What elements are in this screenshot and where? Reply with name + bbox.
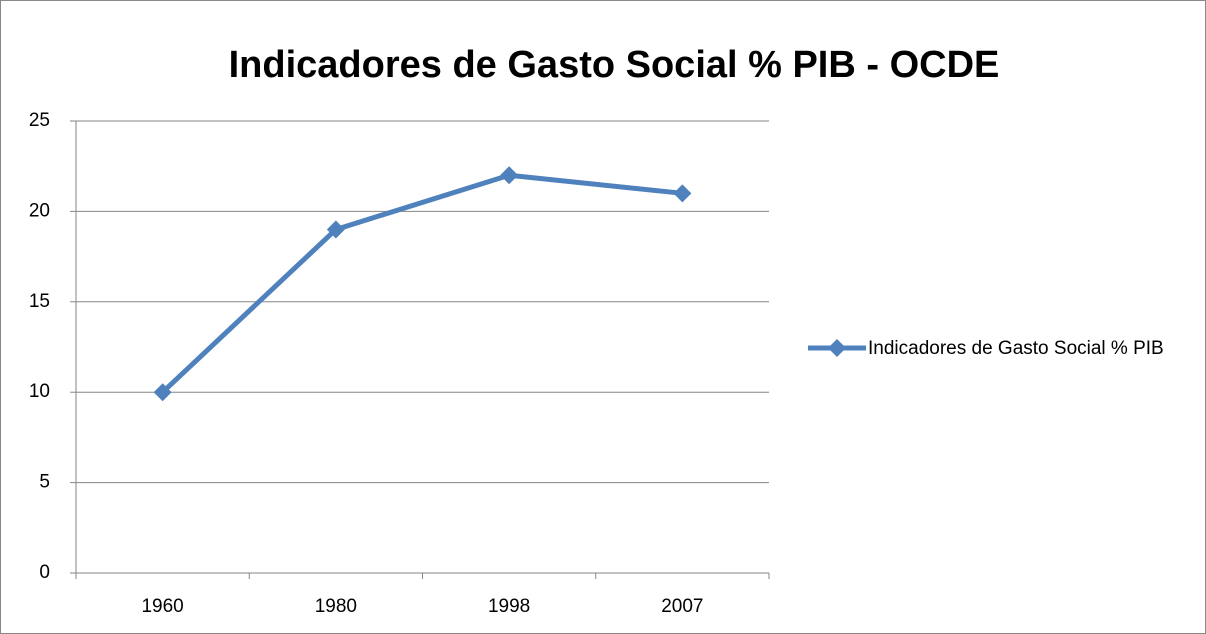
point-marker: [326, 220, 345, 239]
x-tick-label: 1998: [488, 596, 530, 617]
chart-title: Indicadores de Gasto Social % PIB - OCDE: [229, 44, 1000, 86]
x-tick-label: 2007: [661, 596, 703, 617]
y-tick-label: 5: [39, 472, 50, 493]
point-marker: [673, 184, 692, 203]
series-line: [160, 172, 683, 395]
legend-marker: [828, 339, 846, 357]
y-tick-label: 10: [29, 381, 50, 402]
y-tick-label: 15: [29, 291, 50, 312]
y-tick-label: 25: [29, 110, 50, 131]
y-tick-label: 0: [39, 562, 50, 583]
x-tick-label: 1960: [141, 596, 183, 617]
point-marker: [500, 166, 519, 185]
x-tick-label: 1980: [315, 596, 357, 617]
y-tick-label: 20: [29, 200, 50, 221]
point-marker: [153, 383, 172, 402]
legend-label: Indicadores de Gasto Social % PIB: [868, 338, 1164, 359]
